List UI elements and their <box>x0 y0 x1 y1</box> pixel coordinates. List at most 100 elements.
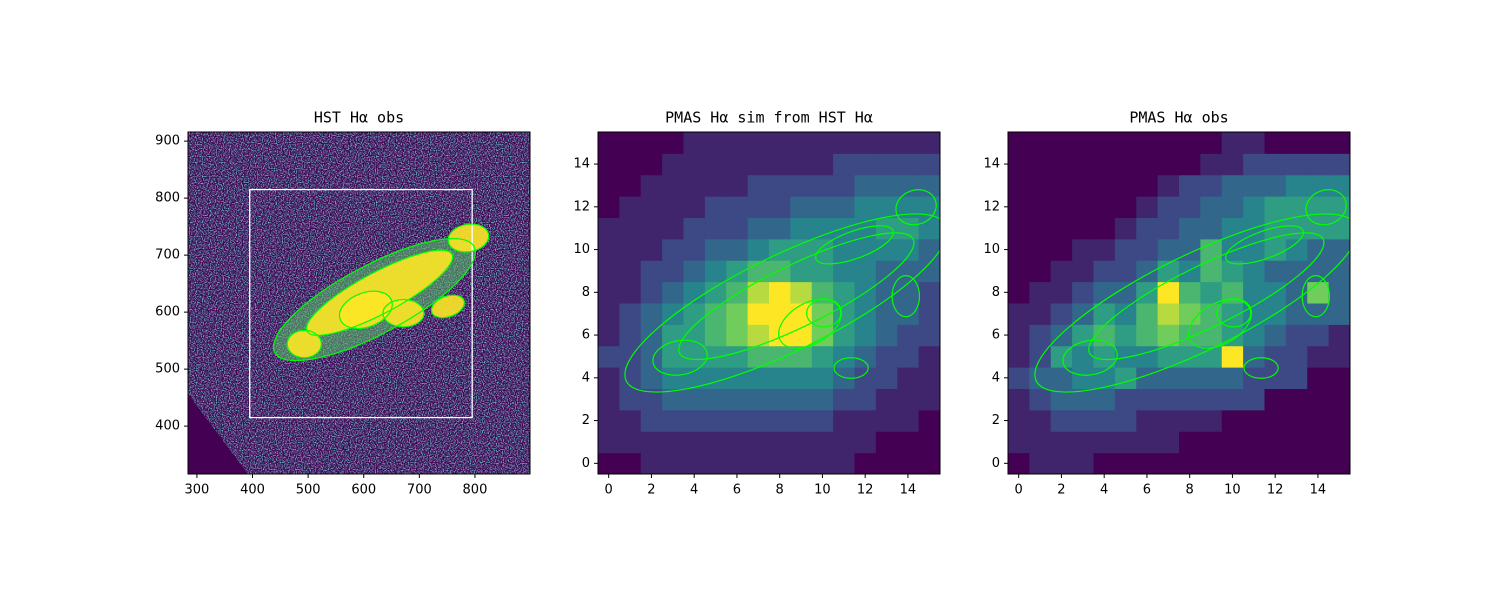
heatmap-cell <box>1008 303 1030 325</box>
heatmap-cell <box>854 132 877 154</box>
heatmap-cell <box>1050 452 1073 474</box>
heatmap-cell <box>726 388 749 411</box>
heatmap-cell <box>790 132 813 154</box>
heatmap-cell <box>769 345 791 368</box>
heatmap-cell <box>811 388 834 411</box>
heatmap-cell <box>1328 409 1350 432</box>
plot-area <box>1008 132 1350 474</box>
heatmap-cell <box>747 174 770 197</box>
heatmap-cell <box>598 217 620 240</box>
heatmap-cell <box>1050 260 1073 283</box>
heatmap-cell <box>1136 431 1159 454</box>
heatmap-cell <box>1179 409 1201 432</box>
heatmap-cell <box>1221 345 1244 368</box>
heatmap-cell <box>1072 260 1094 283</box>
heatmap-cell <box>1114 260 1137 283</box>
heatmap-cell <box>1264 132 1287 154</box>
heatmap-cell <box>1136 452 1159 474</box>
heatmap-cell <box>1307 153 1330 176</box>
heatmap-cell <box>1136 303 1159 325</box>
heatmap-cell <box>1221 217 1244 240</box>
heatmap-cell <box>918 153 940 176</box>
heatmap-cell <box>747 431 770 454</box>
heatmap-cell <box>726 260 749 283</box>
x-tick-label: 0 <box>605 483 613 498</box>
heatmap-cell <box>704 409 727 432</box>
heatmap-cell <box>1008 132 1030 154</box>
heatmap-cell <box>897 260 920 283</box>
heatmap-cell <box>1072 174 1094 197</box>
heatmap-cell <box>1008 431 1030 454</box>
heatmap-cell <box>1157 153 1180 176</box>
heatmap-cell <box>683 345 706 368</box>
heatmap-cell <box>1093 431 1116 454</box>
heatmap-cell <box>1200 409 1223 432</box>
heatmap-cell <box>790 388 813 411</box>
x-tick-label: 14 <box>1310 483 1327 498</box>
heatmap-cell <box>662 196 684 218</box>
heatmap-cell <box>854 345 877 368</box>
heatmap-cell <box>726 281 749 304</box>
heatmap-cell <box>769 324 791 347</box>
contour <box>1225 225 1304 265</box>
heatmap-cell <box>1114 452 1137 474</box>
panel-title: PMAS Hα obs <box>1129 109 1228 127</box>
y-tick-label: 12 <box>573 199 590 214</box>
heatmap-cell <box>640 217 663 240</box>
heatmap-cell <box>854 324 877 347</box>
y-tick-label: 10 <box>983 242 1000 257</box>
heatmap-cell <box>769 260 791 283</box>
heatmap-cell <box>769 196 791 218</box>
heatmap-cell <box>1157 345 1180 368</box>
heatmap-cell <box>897 452 920 474</box>
x-tick-label: 700 <box>407 483 432 498</box>
heatmap-cell <box>1050 324 1073 347</box>
heatmap-cell <box>854 153 877 176</box>
contour <box>382 298 425 328</box>
heatmap-cell <box>640 324 663 347</box>
heatmap-cell <box>790 153 813 176</box>
heatmap-cell <box>918 281 940 304</box>
heatmap-cell <box>1008 153 1030 176</box>
heatmap-cell <box>662 281 684 304</box>
heatmap-cell <box>790 367 813 389</box>
heatmap-cell <box>662 132 684 154</box>
heatmap-cell <box>1243 367 1265 389</box>
x-tick-label: 2 <box>1057 483 1065 498</box>
heatmap-cell <box>662 174 684 197</box>
heatmap-cell <box>619 217 642 240</box>
heatmap-cell <box>1179 452 1201 474</box>
heatmap-cell <box>619 174 642 197</box>
heatmap-cell <box>875 196 898 218</box>
heatmap-cell <box>619 388 642 411</box>
contour <box>1088 232 1325 361</box>
heatmap-cell <box>619 324 642 347</box>
heatmap-cell <box>833 431 855 454</box>
heatmap-cell <box>747 388 770 411</box>
heatmap-cell <box>1285 153 1308 176</box>
heatmap-cell <box>833 409 855 432</box>
heatmap-cell <box>1307 367 1330 389</box>
heatmap-cell <box>726 431 749 454</box>
heatmap-cell <box>875 132 898 154</box>
heatmap-cell <box>875 324 898 347</box>
heatmap-cell <box>640 409 663 432</box>
heatmap-cell <box>1264 153 1287 176</box>
heatmap-cell <box>769 132 791 154</box>
heatmap-cell <box>1093 345 1116 368</box>
heatmap-cell <box>1136 153 1159 176</box>
heatmap-cell <box>1050 174 1073 197</box>
heatmap-cell <box>683 281 706 304</box>
heatmap-cell <box>1328 452 1350 474</box>
heatmap-cell <box>1179 303 1201 325</box>
heatmap-cell <box>1093 153 1116 176</box>
heatmap-cell <box>1114 132 1137 154</box>
x-tick-label: 10 <box>814 483 831 498</box>
heatmap-cell <box>897 153 920 176</box>
heatmap-cell <box>704 196 727 218</box>
heatmap-cell <box>704 367 727 389</box>
heatmap-cell <box>875 217 898 240</box>
heatmap-cell <box>875 260 898 283</box>
contour <box>272 237 476 362</box>
heatmap-cell <box>598 409 620 432</box>
